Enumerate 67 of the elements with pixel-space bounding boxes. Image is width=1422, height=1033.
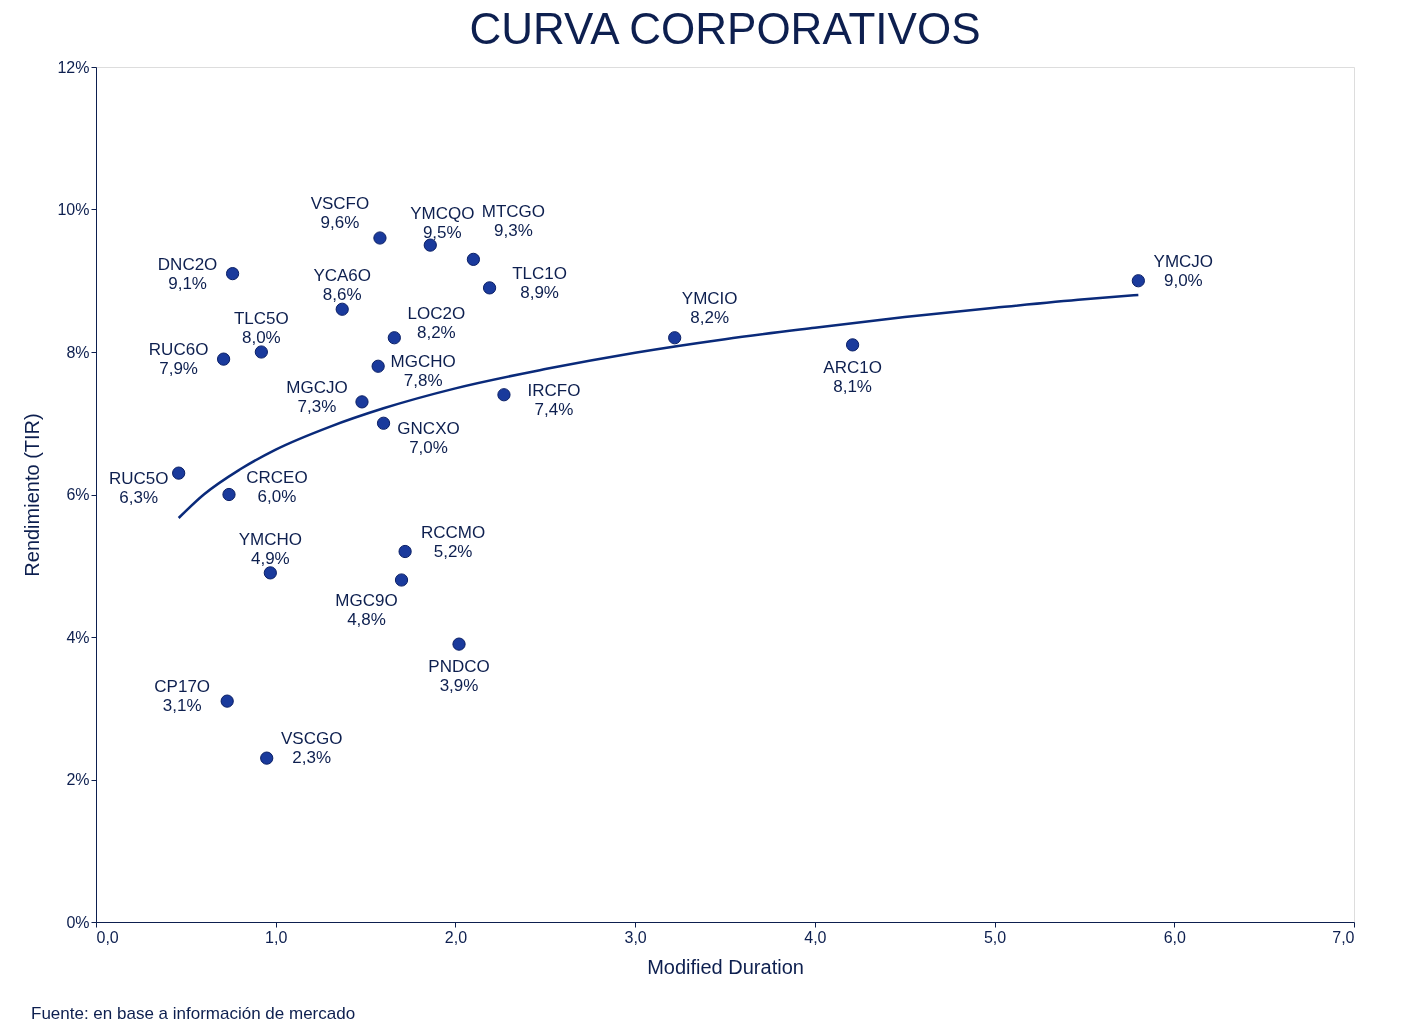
series-label: CRCEO <box>246 467 308 487</box>
data-label: 6,3% <box>119 488 159 508</box>
x-tick-label: 4,0 <box>804 928 827 946</box>
x-tick-label: 6,0 <box>1163 928 1186 946</box>
data-label: 8,2% <box>690 307 730 327</box>
series-label: YMCHO <box>238 529 302 549</box>
y-tick-label: 2% <box>66 771 90 788</box>
data-label: 7,8% <box>403 371 443 391</box>
series-label: DNC2O <box>157 254 218 274</box>
x-tick-label: 0,0 <box>96 928 119 946</box>
y-tick-label: 12% <box>57 58 90 76</box>
series-label: TLC5O <box>233 309 289 328</box>
series-label: YMCJO <box>1153 251 1214 271</box>
data-label: 4,9% <box>250 548 290 568</box>
series-label: MGCHO <box>390 352 456 372</box>
series-label: MGCJO <box>286 377 348 397</box>
series-label: YCA6O <box>313 266 372 286</box>
series-label: RUC6O <box>148 340 209 360</box>
series-label: ARC1O <box>823 357 882 377</box>
series-label: MTCGO <box>481 202 546 222</box>
x-tick-label: 1,0 <box>265 928 288 946</box>
y-tick-label: 8% <box>66 343 90 361</box>
data-label: 8,1% <box>833 376 872 396</box>
y-tick-label: 10% <box>57 201 90 218</box>
y-tick-label: 4% <box>66 628 90 646</box>
data-label: 3,1% <box>162 696 202 716</box>
series-label: VSCFO <box>310 194 370 213</box>
data-label: 3,9% <box>439 676 479 696</box>
x-tick-label: 7,0 <box>1332 928 1355 946</box>
data-label: 9,5% <box>422 223 462 243</box>
data-label: 8,6% <box>322 285 362 305</box>
data-label: 8,0% <box>241 328 281 347</box>
x-tick-label: 3,0 <box>624 928 647 946</box>
data-label: 9,0% <box>1163 270 1203 290</box>
series-label: LOC2O <box>407 303 466 323</box>
data-label: 9,1% <box>168 273 207 293</box>
data-label: 8,9% <box>520 282 559 302</box>
series-label: TLC1O <box>512 263 567 283</box>
data-label: 2,3% <box>292 748 332 768</box>
data-label: 7,0% <box>409 438 448 458</box>
series-label: YMCIO <box>681 288 738 308</box>
data-label: 9,3% <box>494 221 533 241</box>
data-label: 9,6% <box>320 213 360 232</box>
series-label: RUC5O <box>108 469 169 489</box>
series-label: IRCFO <box>527 380 581 400</box>
series-label: GNCXO <box>397 419 460 439</box>
series-label: YMCQO <box>410 204 475 224</box>
y-tick-label: 6% <box>66 486 90 503</box>
data-label: 5,2% <box>433 541 473 561</box>
x-tick-label: 2,0 <box>444 928 468 946</box>
series-label: VSCGO <box>281 729 343 749</box>
series-label: CP17O <box>154 677 211 697</box>
data-label: 8,2% <box>416 322 456 342</box>
data-label: 6,0% <box>257 486 297 506</box>
x-tick-label: 5,0 <box>983 928 1007 946</box>
data-label: 7,9% <box>159 359 198 379</box>
series-label: RCCMO <box>421 522 486 542</box>
chart-title: CURVA CORPORATIVOS <box>469 4 981 53</box>
series-label: MGC9O <box>335 591 398 610</box>
source-note: Fuente: en base a información de mercado <box>31 1004 356 1023</box>
data-label: 7,3% <box>297 396 337 416</box>
x-axis-title: Modified Duration <box>647 955 804 978</box>
y-tick-label: 0% <box>66 913 90 931</box>
series-label: PNDCO <box>428 657 490 677</box>
data-label: 4,8% <box>347 610 386 629</box>
data-label: 7,4% <box>534 399 574 419</box>
y-axis-title: Rendimiento (TIR) <box>21 413 44 577</box>
